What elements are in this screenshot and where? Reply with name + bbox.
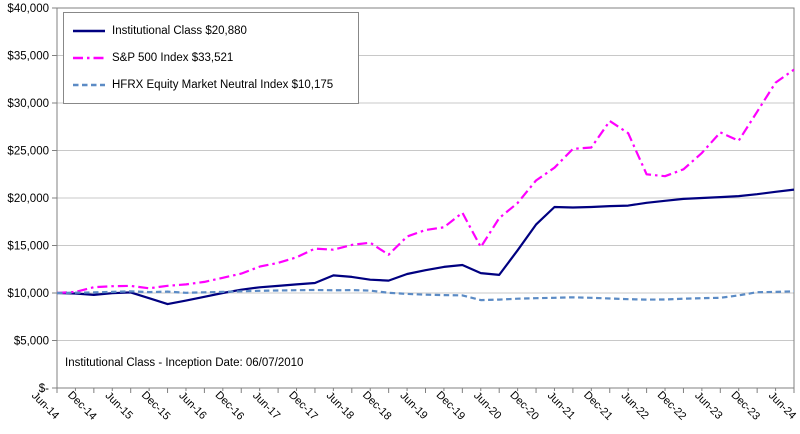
x-tick-label: Dec-18 xyxy=(360,389,394,423)
series-line-sp500-index xyxy=(56,68,795,295)
x-tick-label: Jun-19 xyxy=(397,390,429,422)
x-tick-label: Dec-23 xyxy=(728,389,762,423)
x-tick-label: Jun-17 xyxy=(250,390,282,422)
x-tick-label: Jun-20 xyxy=(471,390,503,422)
legend-label-sp500-index: S&P 500 Index $33,521 xyxy=(112,51,234,64)
legend: Institutional Class $20,880 S&P 500 Inde… xyxy=(63,12,359,104)
x-tick-label: Jun-15 xyxy=(103,390,135,422)
y-tick-label: $15,000 xyxy=(7,241,49,253)
x-tick-label: Dec-16 xyxy=(213,389,247,423)
y-tick-label: $30,000 xyxy=(7,98,49,110)
y-tick-label: $25,000 xyxy=(7,146,49,158)
x-tick-label: Dec-22 xyxy=(655,389,689,423)
x-tick-label: Jun-21 xyxy=(545,390,577,422)
legend-label-institutional-class: Institutional Class $20,880 xyxy=(112,24,247,37)
x-tick-label: Jun-23 xyxy=(692,390,724,422)
legend-line-institutional-icon xyxy=(73,29,105,32)
legend-item-hfrx-index: HFRX Equity Market Neutral Index $10,175 xyxy=(72,72,350,98)
y-tick-label: $10,000 xyxy=(7,288,49,300)
series-line-hfrx-equity-market-neutral-index xyxy=(56,288,795,302)
legend-line-hfrx-icon xyxy=(73,84,105,87)
x-tick-label: Dec-14 xyxy=(65,389,99,423)
y-tick-label: $5,000 xyxy=(14,336,49,348)
x-tick-label: Jun-18 xyxy=(324,390,356,422)
x-tick-label: Jun-22 xyxy=(619,390,651,422)
x-tick-label: Dec-15 xyxy=(139,389,173,423)
y-tick-label: $35,000 xyxy=(7,51,49,63)
x-tick-label: Dec-19 xyxy=(434,389,468,423)
legend-line-sp500-icon xyxy=(73,56,105,60)
legend-label-hfrx-index: HFRX Equity Market Neutral Index $10,175 xyxy=(112,79,334,92)
y-tick-label: $40,000 xyxy=(7,3,49,15)
inception-date-annotation: Institutional Class - Inception Date: 06… xyxy=(65,357,304,369)
x-tick-label: Jun-16 xyxy=(176,390,208,422)
series-line-institutional-class xyxy=(56,188,795,306)
x-tick-label: Dec-17 xyxy=(286,389,320,423)
legend-item-sp500-index: S&P 500 Index $33,521 xyxy=(72,45,350,71)
y-tick-label: $20,000 xyxy=(7,193,49,205)
x-tick-label: Jun-24 xyxy=(766,390,798,422)
x-tick-label: Dec-20 xyxy=(507,389,541,423)
y-tick-label: $- xyxy=(39,383,49,395)
legend-item-institutional-class: Institutional Class $20,880 xyxy=(72,18,350,44)
x-tick-label: Dec-21 xyxy=(581,389,615,423)
